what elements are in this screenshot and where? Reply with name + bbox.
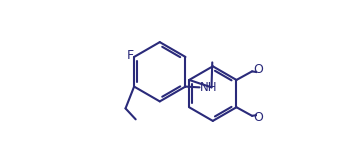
Text: NH: NH <box>200 81 218 94</box>
Text: O: O <box>253 63 263 76</box>
Text: F: F <box>127 49 134 62</box>
Text: O: O <box>253 111 263 124</box>
